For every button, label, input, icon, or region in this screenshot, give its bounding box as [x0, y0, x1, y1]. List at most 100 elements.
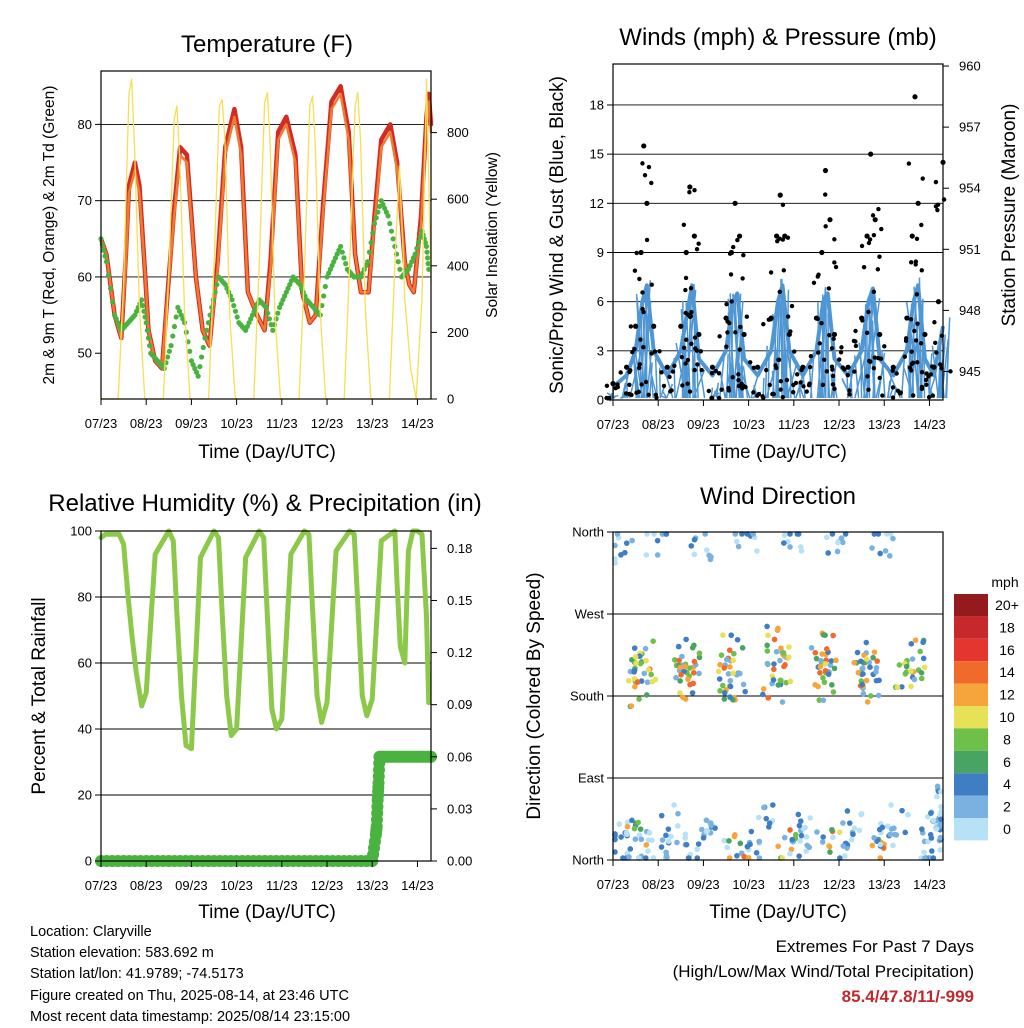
x-tick-label: 09/23 [175, 878, 208, 893]
wind-gust-point [685, 382, 689, 386]
wind-gust-point [819, 321, 823, 325]
wind-gust-point [867, 241, 871, 245]
wind-gust-point [748, 360, 752, 364]
temp-point [365, 259, 370, 264]
wind-direction-point [728, 632, 734, 638]
wind-direction-point [929, 835, 935, 841]
wind-direction-point [797, 838, 803, 844]
wind-direction-panel: Wind Direction NorthEastSouthWestNorth07… [524, 483, 1019, 923]
wind-direction-point [850, 831, 856, 837]
wind-direction-point [890, 843, 896, 849]
extremes-values: 85.4/47.8/11/-999 [673, 984, 974, 1009]
wind-direction-point [666, 826, 672, 832]
wind-direction-point [894, 832, 900, 838]
wind-gust-point [894, 371, 898, 375]
colorbar-label: 4 [1003, 776, 1011, 792]
wind-gust-point [830, 346, 834, 350]
wind-gust-point [717, 334, 721, 338]
wind-gust-point [684, 311, 688, 315]
wind-gust-point [873, 217, 878, 222]
wind-direction-point [722, 696, 728, 702]
wind-direction-point [782, 532, 788, 538]
wind-gust-point [646, 393, 650, 397]
temperature-ylabel: 2m & 9m T (Red, Orange) & 2m Td (Green) [41, 86, 58, 385]
wind-direction-point [734, 853, 740, 859]
wind-direction-point [691, 670, 697, 676]
wind-direction-point [694, 847, 700, 853]
y2-tick-label: 200 [447, 325, 469, 340]
y2-tick-label: 957 [959, 120, 981, 135]
wind-gust-point [659, 370, 663, 374]
wind-gust-point [699, 349, 703, 353]
temp-point [338, 244, 343, 249]
wind-speed-mark [861, 358, 862, 398]
wind-direction-point [775, 843, 781, 849]
wind-direction-point [771, 677, 777, 683]
wind-direction-point [818, 664, 824, 670]
wind-gust-point [639, 382, 643, 386]
station-latlon: Station lat/lon: 41.9789; -74.5173 [30, 964, 350, 985]
temperature-panel: Temperature (F) 50607080020040060080007/… [41, 31, 501, 463]
wind-direction-point [820, 834, 826, 840]
wind-gust-point [785, 378, 789, 382]
temp-point [163, 360, 168, 365]
y2-tick-label: 0.00 [447, 854, 472, 869]
wind-direction-point [749, 829, 755, 835]
wind-gust-point [915, 292, 919, 296]
temp-point [265, 311, 270, 316]
wind-gust-point [832, 387, 836, 391]
wind-gust-point [729, 299, 733, 303]
wind-direction-point [855, 650, 861, 656]
wind-direction-point [730, 658, 736, 664]
wind-gust-point [696, 242, 700, 246]
wind-gust-point [891, 395, 895, 399]
wind-direction-point [802, 825, 808, 831]
wind-gust-point [794, 381, 798, 385]
temp-point [202, 335, 207, 340]
wind-gust-point [935, 208, 939, 212]
y-tick-label: 20 [78, 788, 92, 803]
y2-tick-label: 960 [959, 59, 981, 74]
wind-gust-point [911, 393, 915, 397]
wind-direction-point [824, 646, 830, 652]
wind-direction-point [778, 678, 784, 684]
wind-direction-point [868, 693, 874, 699]
wind-direction-point [904, 664, 910, 670]
wind-gust-point [684, 338, 688, 342]
winds-ylabel: Sonic/Prop Wind & Gust (Blue, Black) [547, 76, 568, 394]
wind-gust-point [847, 388, 851, 392]
wind-gust-point [733, 330, 737, 334]
wind-direction-point [887, 832, 893, 838]
wind-direction-point [622, 550, 628, 556]
wind-direction-point [796, 812, 802, 818]
wind-direction-point [863, 640, 869, 646]
wind-gust-point [914, 259, 918, 263]
wind-gust-point [633, 269, 637, 273]
wind-direction-point [772, 637, 778, 643]
wind-direction-point [912, 677, 918, 683]
temp-point [396, 259, 401, 264]
wind-gust-point [605, 384, 609, 388]
wind-direction-point [778, 645, 784, 651]
wind-gust-point [757, 392, 761, 396]
wind-gust-point [891, 368, 895, 372]
wind-gust-point [878, 376, 882, 380]
wind-gust-point [816, 350, 820, 354]
wind-direction-point [830, 834, 836, 840]
wind-direction-point [720, 632, 726, 638]
temp-point [323, 284, 328, 289]
wind-direction-point [717, 676, 723, 682]
wind-gust-point [860, 318, 864, 322]
wind-gust-point [787, 332, 792, 337]
wind-gust-point [798, 380, 802, 384]
wind-gust-point [909, 350, 913, 354]
wind-gust-point [687, 184, 692, 189]
wind-direction-point [761, 805, 767, 811]
temp-point [233, 309, 238, 314]
y-tick-label: 18 [590, 97, 604, 112]
wind-direction-point [902, 830, 908, 836]
wind-direction-point [765, 632, 771, 638]
wind-direction-point [807, 815, 813, 821]
wind-direction-point [887, 553, 893, 559]
wind-gust-point [778, 193, 783, 198]
